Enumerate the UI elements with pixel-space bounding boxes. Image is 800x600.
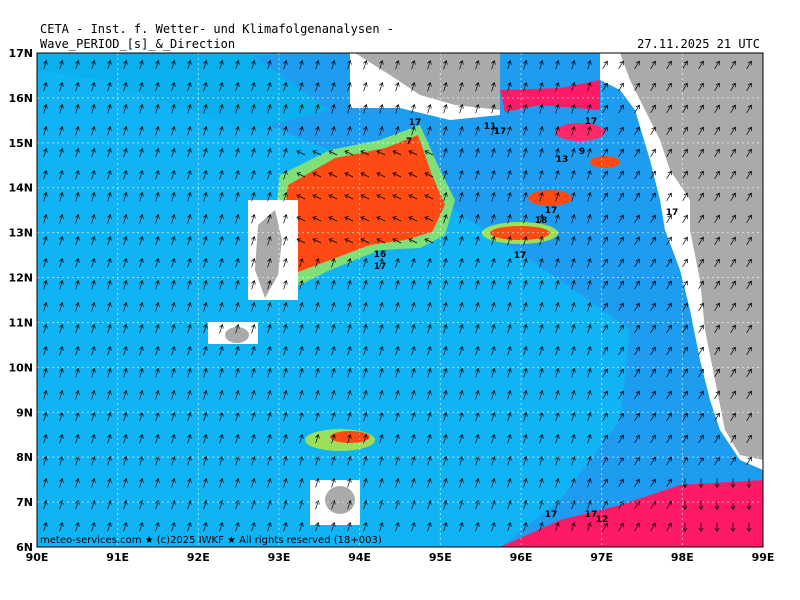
contour-label: 13 <box>556 155 569 165</box>
band-orange <box>590 156 620 168</box>
lon-label: 93E <box>268 551 291 564</box>
graticule <box>37 53 763 547</box>
contour-label: 17 <box>409 118 422 128</box>
lat-label: 13N <box>8 227 33 240</box>
lon-label: 94E <box>348 551 371 564</box>
contour-label: 12 <box>596 515 609 525</box>
lat-label: 17N <box>8 47 33 60</box>
band-orange <box>282 135 445 275</box>
contour-label: 17 <box>514 251 527 261</box>
lon-label: 96E <box>510 551 533 564</box>
lon-label: 91E <box>106 551 129 564</box>
lon-label: 99E <box>752 551 775 564</box>
lon-label: 92E <box>187 551 210 564</box>
band-red <box>500 480 763 547</box>
contour-label: 17 <box>545 510 558 520</box>
map-field <box>36 52 764 548</box>
lat-label: 11N <box>8 316 33 329</box>
land <box>325 486 355 514</box>
parameter-label: Wave_PERIOD_[s]_&_Direction <box>40 37 235 51</box>
contour-label: 17 <box>545 206 558 216</box>
lat-label: 14N <box>8 182 33 195</box>
contour-label: 9 <box>579 147 585 157</box>
band-red <box>555 123 605 141</box>
arrow-field <box>43 60 752 533</box>
contour-label: 17 <box>494 127 507 137</box>
contour-label: 16 <box>374 250 387 260</box>
sea-lighter <box>37 53 330 130</box>
lat-label: 15N <box>8 137 33 150</box>
direction-arrows <box>43 60 752 533</box>
contour-label: 7 <box>406 137 412 147</box>
header-title: CETA - Inst. f. Wetter- und Klimafolgena… <box>40 22 394 36</box>
land <box>225 327 249 343</box>
lon-label: 90E <box>26 551 49 564</box>
land <box>620 53 763 460</box>
band-red <box>500 80 600 112</box>
lon-label: 97E <box>590 551 613 564</box>
contour-label: 17 <box>585 510 598 520</box>
contour-label: 18 <box>535 216 548 226</box>
lat-label: 6N <box>16 541 33 554</box>
contour-label: 17 <box>374 262 387 272</box>
lat-label: 16N <box>8 92 33 105</box>
contour-label: 17 <box>666 208 679 218</box>
contour-labels: 17 7 11 17 17 9 13 17 18 17 16 17 17 17 … <box>374 117 679 525</box>
valid-time: 27.11.2025 21 UTC <box>637 37 760 51</box>
contour-label: 17 <box>585 117 598 127</box>
lat-label: 10N <box>8 361 33 374</box>
sea-darker <box>37 53 763 547</box>
map-frame <box>36 52 764 548</box>
contour-label: 11 <box>484 122 497 132</box>
lon-label: 95E <box>429 551 452 564</box>
lon-label: 98E <box>671 551 694 564</box>
lat-label: 12N <box>8 272 33 285</box>
lat-label: 9N <box>16 406 33 419</box>
land <box>355 53 500 110</box>
band-orange <box>490 226 550 240</box>
lat-label: 8N <box>16 451 33 464</box>
footer-credit: meteo-services.com ★ (c)2025 IWKF ★ All … <box>40 535 382 546</box>
land <box>255 210 282 298</box>
lat-label: 7N <box>16 496 33 509</box>
band-orange <box>528 190 572 206</box>
